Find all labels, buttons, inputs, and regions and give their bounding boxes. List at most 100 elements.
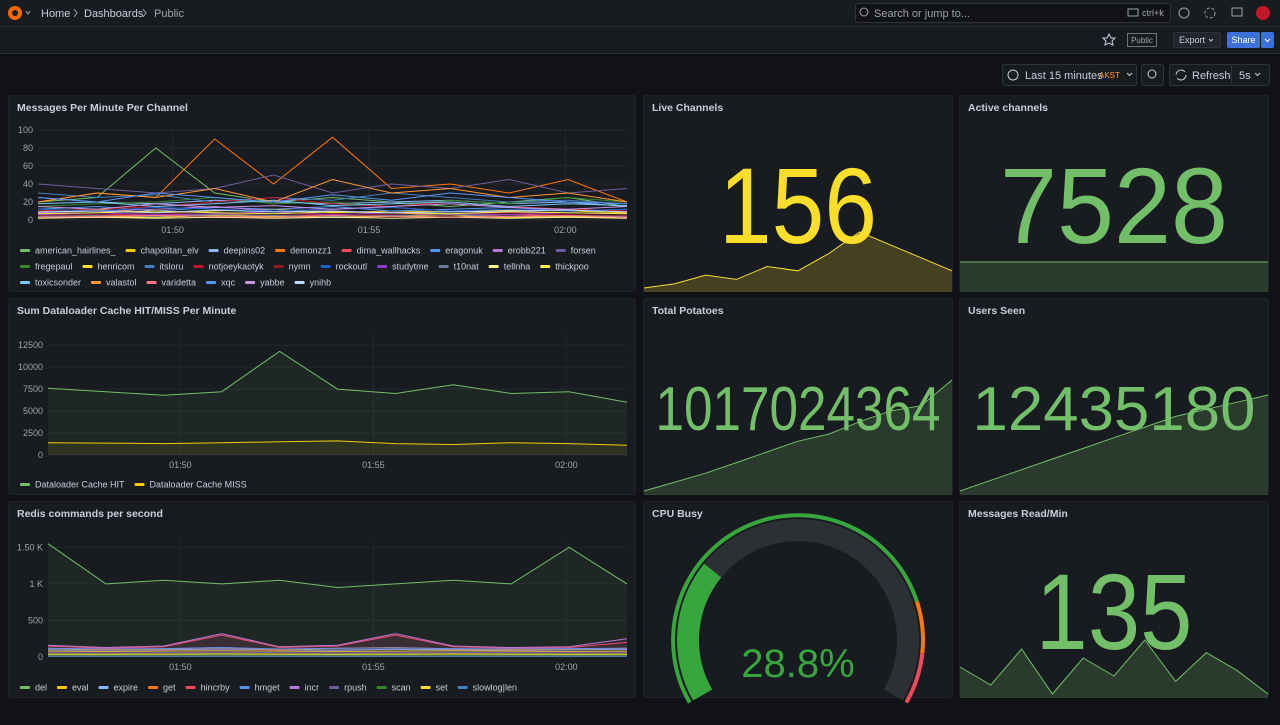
- y-tick-label: 60: [23, 161, 33, 171]
- legend-swatch: [209, 249, 219, 252]
- legend-label[interactable]: fregepaul: [35, 262, 73, 272]
- time-range: Last 15 minutes: [1025, 70, 1103, 82]
- legend-label[interactable]: eval: [72, 683, 89, 693]
- panel-title: Messages Read/Min: [968, 508, 1068, 520]
- avatar[interactable]: [1256, 6, 1270, 20]
- legend-swatch: [342, 249, 352, 252]
- legend-label[interactable]: del: [35, 683, 47, 693]
- legend-label[interactable]: valastol: [106, 278, 137, 288]
- legend-swatch: [186, 686, 196, 689]
- gauge-label: 28.8%: [741, 642, 854, 686]
- stat-value: 135: [1036, 551, 1193, 672]
- legend-swatch: [290, 686, 300, 689]
- legend-label[interactable]: incr: [305, 683, 320, 693]
- legend-swatch: [147, 281, 157, 284]
- legend-label[interactable]: ynihb: [310, 278, 332, 288]
- legend-label[interactable]: toxicsonder: [35, 278, 81, 288]
- public-badge-text: Public: [1131, 36, 1153, 45]
- share-label: Share: [1231, 35, 1255, 45]
- legend-label[interactable]: forsen: [571, 246, 596, 256]
- legend-swatch: [57, 686, 67, 689]
- legend-swatch: [377, 686, 387, 689]
- legend-swatch: [99, 686, 109, 689]
- breadcrumb: Public: [154, 8, 184, 20]
- legend-label[interactable]: get: [163, 683, 176, 693]
- legend-label[interactable]: chapotitan_elv: [141, 246, 200, 256]
- legend-label[interactable]: erobb221: [508, 246, 546, 256]
- sparkline-area: [960, 262, 1268, 292]
- legend-swatch: [274, 265, 284, 268]
- legend-label[interactable]: tellnha: [504, 262, 531, 272]
- x-tick-label: 01:50: [169, 460, 192, 470]
- x-tick-label: 01:55: [362, 662, 385, 672]
- legend-label[interactable]: slowlog|len: [473, 683, 517, 693]
- panel-title: Sum Dataloader Cache HIT/MISS Per Minute: [17, 305, 237, 317]
- legend-label[interactable]: t10nat: [454, 262, 480, 272]
- legend-label[interactable]: Dataloader Cache HIT: [35, 480, 125, 490]
- legend-label[interactable]: studytme: [392, 262, 429, 272]
- legend-swatch: [20, 281, 30, 284]
- panel-title: Messages Per Minute Per Channel: [17, 102, 188, 114]
- legend-swatch: [540, 265, 550, 268]
- x-tick-label: 02:00: [555, 460, 578, 470]
- legend-swatch: [421, 686, 431, 689]
- legend-swatch: [295, 281, 305, 284]
- legend-label[interactable]: rockoutl: [336, 262, 368, 272]
- share-menu[interactable]: [1261, 32, 1274, 48]
- legend-swatch: [275, 249, 285, 252]
- legend-label[interactable]: hmget: [255, 683, 281, 693]
- legend-label[interactable]: deepins02: [224, 246, 266, 256]
- legend-label[interactable]: itsloru: [160, 262, 184, 272]
- legend-label[interactable]: rpush: [344, 683, 367, 693]
- x-tick-label: 01:50: [169, 662, 192, 672]
- legend-swatch: [458, 686, 468, 689]
- legend-swatch: [489, 265, 499, 268]
- search-shortcut: ctrl+k: [1142, 8, 1164, 18]
- legend-label[interactable]: dima_wallhacks: [357, 246, 421, 256]
- y-tick-label: 20: [23, 197, 33, 207]
- breadcrumb[interactable]: Dashboards: [84, 8, 144, 20]
- stat-value: 1017024364: [656, 375, 941, 444]
- y-tick-label: 0: [38, 652, 43, 662]
- panel-title: Total Potatoes: [652, 305, 724, 317]
- legend-swatch: [20, 249, 30, 252]
- legend-swatch: [83, 265, 93, 268]
- legend-label[interactable]: yabbe: [260, 278, 285, 288]
- legend-swatch: [135, 483, 145, 486]
- legend-label[interactable]: hincrby: [201, 683, 231, 693]
- legend-label[interactable]: scan: [392, 683, 411, 693]
- legend-swatch: [377, 265, 387, 268]
- legend-label[interactable]: set: [436, 683, 449, 693]
- zoom-out-button[interactable]: [1142, 65, 1164, 86]
- legend-label[interactable]: american_hairlines_: [35, 246, 117, 256]
- legend-label[interactable]: expire: [114, 683, 139, 693]
- legend-swatch: [20, 483, 30, 486]
- legend-label[interactable]: xqc: [221, 278, 236, 288]
- legend-label[interactable]: varidetta: [162, 278, 197, 288]
- stat-value: 156: [719, 145, 877, 266]
- y-tick-label: 1 K: [29, 579, 43, 589]
- panel-title: CPU Busy: [652, 508, 703, 520]
- legend-label[interactable]: henricom: [98, 262, 135, 272]
- legend-label[interactable]: Dataloader Cache MISS: [150, 480, 247, 490]
- panel-title: Users Seen: [968, 305, 1025, 317]
- legend-label[interactable]: notjoeykaotyk: [209, 262, 265, 272]
- legend-swatch: [240, 686, 250, 689]
- legend-label[interactable]: thickpoo: [555, 262, 589, 272]
- legend-label[interactable]: nymn: [289, 262, 311, 272]
- stat-value: 12435180: [973, 375, 1256, 444]
- legend-label[interactable]: demonzz1: [290, 246, 332, 256]
- legend-swatch: [321, 265, 331, 268]
- x-tick-label: 02:00: [555, 662, 578, 672]
- legend-label[interactable]: eragonuk: [445, 246, 483, 256]
- panel-title: Live Channels: [652, 102, 723, 114]
- y-tick-label: 2500: [23, 428, 43, 438]
- breadcrumb[interactable]: Home: [41, 8, 70, 20]
- legend-swatch: [493, 249, 503, 252]
- refresh-label: Refresh: [1192, 70, 1231, 82]
- legend-swatch: [20, 265, 30, 268]
- legend-swatch: [194, 265, 204, 268]
